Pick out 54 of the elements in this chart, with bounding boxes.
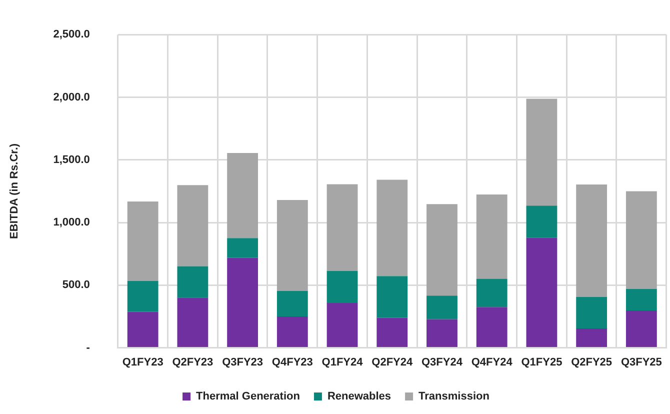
bar bbox=[626, 289, 657, 310]
bar bbox=[276, 316, 308, 348]
bar bbox=[626, 310, 657, 348]
y-tick-label: 1,000.0 bbox=[53, 216, 90, 229]
bar bbox=[426, 204, 458, 296]
bar bbox=[177, 298, 208, 348]
bar bbox=[227, 258, 258, 348]
bar bbox=[326, 302, 358, 348]
x-tick-label: Q1FY25 bbox=[521, 356, 562, 368]
bar bbox=[576, 328, 608, 348]
bar bbox=[376, 276, 408, 318]
bar bbox=[376, 180, 408, 276]
x-tick-label: Q2FY23 bbox=[172, 356, 214, 368]
x-tick-label: Q3FY25 bbox=[620, 356, 662, 368]
bar bbox=[426, 319, 458, 348]
bar bbox=[526, 206, 558, 238]
x-tick-label: Q4FY24 bbox=[471, 356, 514, 368]
legend-label: Transmission bbox=[418, 390, 490, 403]
bar bbox=[426, 296, 458, 320]
y-tick-label: 2,500.0 bbox=[53, 28, 90, 41]
bar bbox=[276, 200, 308, 291]
x-tick-label: Q4FY23 bbox=[272, 356, 313, 368]
bar bbox=[376, 318, 408, 348]
y-tick-label: 2,000.0 bbox=[53, 91, 90, 104]
bar bbox=[127, 312, 158, 348]
bar bbox=[326, 271, 358, 303]
x-tick-label: Q3FY23 bbox=[222, 356, 264, 368]
bar bbox=[476, 278, 508, 308]
x-tick-label: Q2FY24 bbox=[372, 356, 414, 368]
y-axis-title: EBITDA (in Rs.Cr.) bbox=[8, 143, 21, 239]
legend-label: Thermal Generation bbox=[196, 390, 300, 403]
bar bbox=[177, 266, 208, 298]
bar bbox=[476, 307, 508, 348]
bar bbox=[227, 152, 258, 238]
y-tick-label: 500.0 bbox=[62, 279, 90, 292]
bar bbox=[177, 185, 208, 266]
x-tick-label: Q2FY25 bbox=[571, 356, 612, 368]
bar bbox=[626, 191, 657, 290]
x-tick-label: Q1FY23 bbox=[122, 356, 164, 368]
legend-label: Renewables bbox=[327, 390, 392, 403]
y-tick-label: - bbox=[86, 342, 90, 354]
bar bbox=[576, 184, 608, 297]
bar bbox=[127, 201, 158, 281]
bar bbox=[526, 238, 558, 348]
bar bbox=[227, 238, 258, 258]
x-tick-label: Q3FY24 bbox=[422, 356, 464, 368]
x-tick-label: Q1FY24 bbox=[322, 356, 364, 368]
y-tick-label: 1,500.0 bbox=[53, 154, 90, 166]
bar bbox=[127, 280, 158, 312]
bar bbox=[476, 194, 508, 279]
bar bbox=[276, 290, 308, 316]
bar bbox=[326, 184, 358, 272]
bar bbox=[526, 98, 558, 206]
bar bbox=[576, 296, 608, 329]
